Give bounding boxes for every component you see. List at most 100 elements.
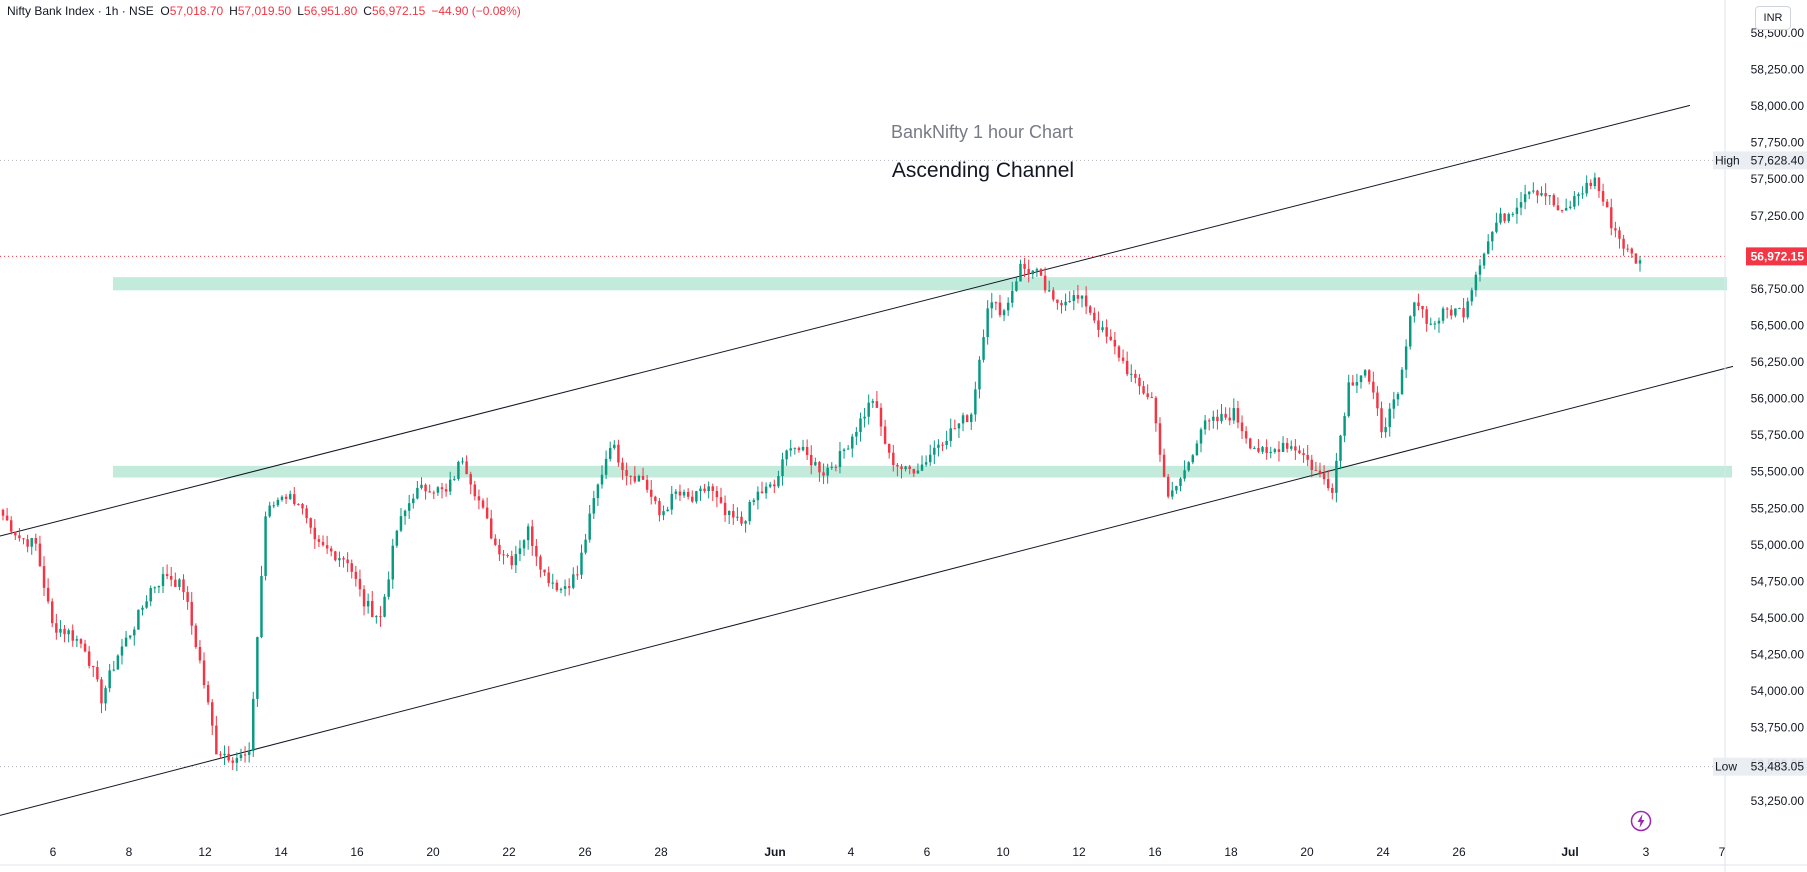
candle xyxy=(1421,305,1424,318)
candle xyxy=(247,742,251,763)
candle xyxy=(375,615,378,624)
candle xyxy=(535,539,538,567)
candle xyxy=(153,586,157,594)
candle xyxy=(551,573,555,589)
currency-button[interactable]: INR xyxy=(1755,6,1791,30)
candle-body xyxy=(892,452,895,465)
candle-body xyxy=(1322,473,1326,480)
candle xyxy=(846,444,850,450)
candle xyxy=(313,519,317,549)
candle-body xyxy=(1396,393,1400,400)
candle xyxy=(678,484,682,502)
candle xyxy=(1134,369,1137,384)
candle-body xyxy=(1450,309,1453,316)
candle-body xyxy=(998,302,1002,316)
candle xyxy=(970,412,973,430)
candle xyxy=(461,457,464,465)
candle-body xyxy=(1359,375,1363,383)
candle xyxy=(748,499,751,525)
candle-body xyxy=(1363,370,1367,376)
candle-body xyxy=(494,538,497,545)
candle xyxy=(957,423,961,438)
candle-body xyxy=(9,520,13,532)
candle xyxy=(1084,286,1088,315)
candle-body xyxy=(842,449,846,452)
candle-body xyxy=(1249,438,1252,449)
candle-body xyxy=(1581,193,1584,195)
candle-body xyxy=(75,639,79,641)
candle xyxy=(1166,473,1170,499)
candle-body xyxy=(736,516,739,518)
candle xyxy=(1277,441,1281,462)
candle xyxy=(457,460,460,481)
candle xyxy=(186,586,189,610)
candle-body xyxy=(900,466,903,470)
candle-body xyxy=(1601,191,1605,202)
candle-body xyxy=(1569,206,1572,209)
candle xyxy=(933,440,936,464)
candle-body xyxy=(432,492,436,494)
candle-body xyxy=(420,484,423,488)
candle xyxy=(1109,329,1112,342)
candle-body xyxy=(711,486,715,491)
candle-body xyxy=(674,491,678,494)
candle xyxy=(280,495,284,502)
candle xyxy=(1158,417,1162,462)
candle-body xyxy=(1220,413,1223,422)
candle xyxy=(1359,375,1363,389)
candle-body xyxy=(1314,469,1318,471)
candle-body xyxy=(1290,446,1293,449)
candle xyxy=(920,455,924,472)
candle-body xyxy=(920,464,924,471)
candle xyxy=(1605,198,1609,208)
lightning-icon[interactable] xyxy=(1630,810,1652,832)
x-tick-label: Jun xyxy=(764,845,785,859)
candle-body xyxy=(461,461,464,463)
candle xyxy=(1269,446,1272,459)
candle-body xyxy=(883,426,887,444)
candle-body xyxy=(793,447,797,449)
candle-body xyxy=(1372,381,1375,393)
candle xyxy=(703,484,706,493)
candle xyxy=(1638,255,1642,272)
candle-body xyxy=(481,500,485,508)
candle-body xyxy=(1343,416,1346,436)
candle xyxy=(14,531,17,540)
candle-body xyxy=(887,443,891,453)
candle-body xyxy=(941,444,944,446)
candle-body xyxy=(293,494,296,504)
candle-body xyxy=(444,489,448,492)
zone-1 xyxy=(113,277,1727,291)
candle-body xyxy=(703,488,706,492)
candle-body xyxy=(280,496,284,500)
candle xyxy=(1171,481,1174,500)
candle-body xyxy=(1417,302,1420,307)
candle-body xyxy=(1523,194,1527,203)
candle xyxy=(1384,417,1387,438)
candle xyxy=(1015,277,1018,292)
candle xyxy=(305,505,308,524)
candle xyxy=(1536,189,1539,204)
candle-body xyxy=(608,448,612,459)
candle xyxy=(810,445,813,475)
candle-body xyxy=(128,635,132,638)
candle xyxy=(863,407,866,428)
candle-body xyxy=(777,476,780,487)
x-tick-label: 28 xyxy=(654,845,668,859)
candle xyxy=(998,294,1002,318)
candle xyxy=(1425,306,1428,332)
candle-body xyxy=(1228,417,1231,421)
candle-body xyxy=(1486,241,1490,254)
candle xyxy=(116,654,120,670)
candle xyxy=(1585,175,1588,197)
candle-body xyxy=(407,503,411,511)
candle-body xyxy=(1261,447,1264,452)
candle xyxy=(576,565,579,580)
candle xyxy=(9,516,13,535)
candle xyxy=(211,699,214,736)
candle xyxy=(194,623,198,649)
candle-body xyxy=(1031,270,1035,275)
candle-body xyxy=(1187,462,1190,471)
candle xyxy=(600,465,604,489)
